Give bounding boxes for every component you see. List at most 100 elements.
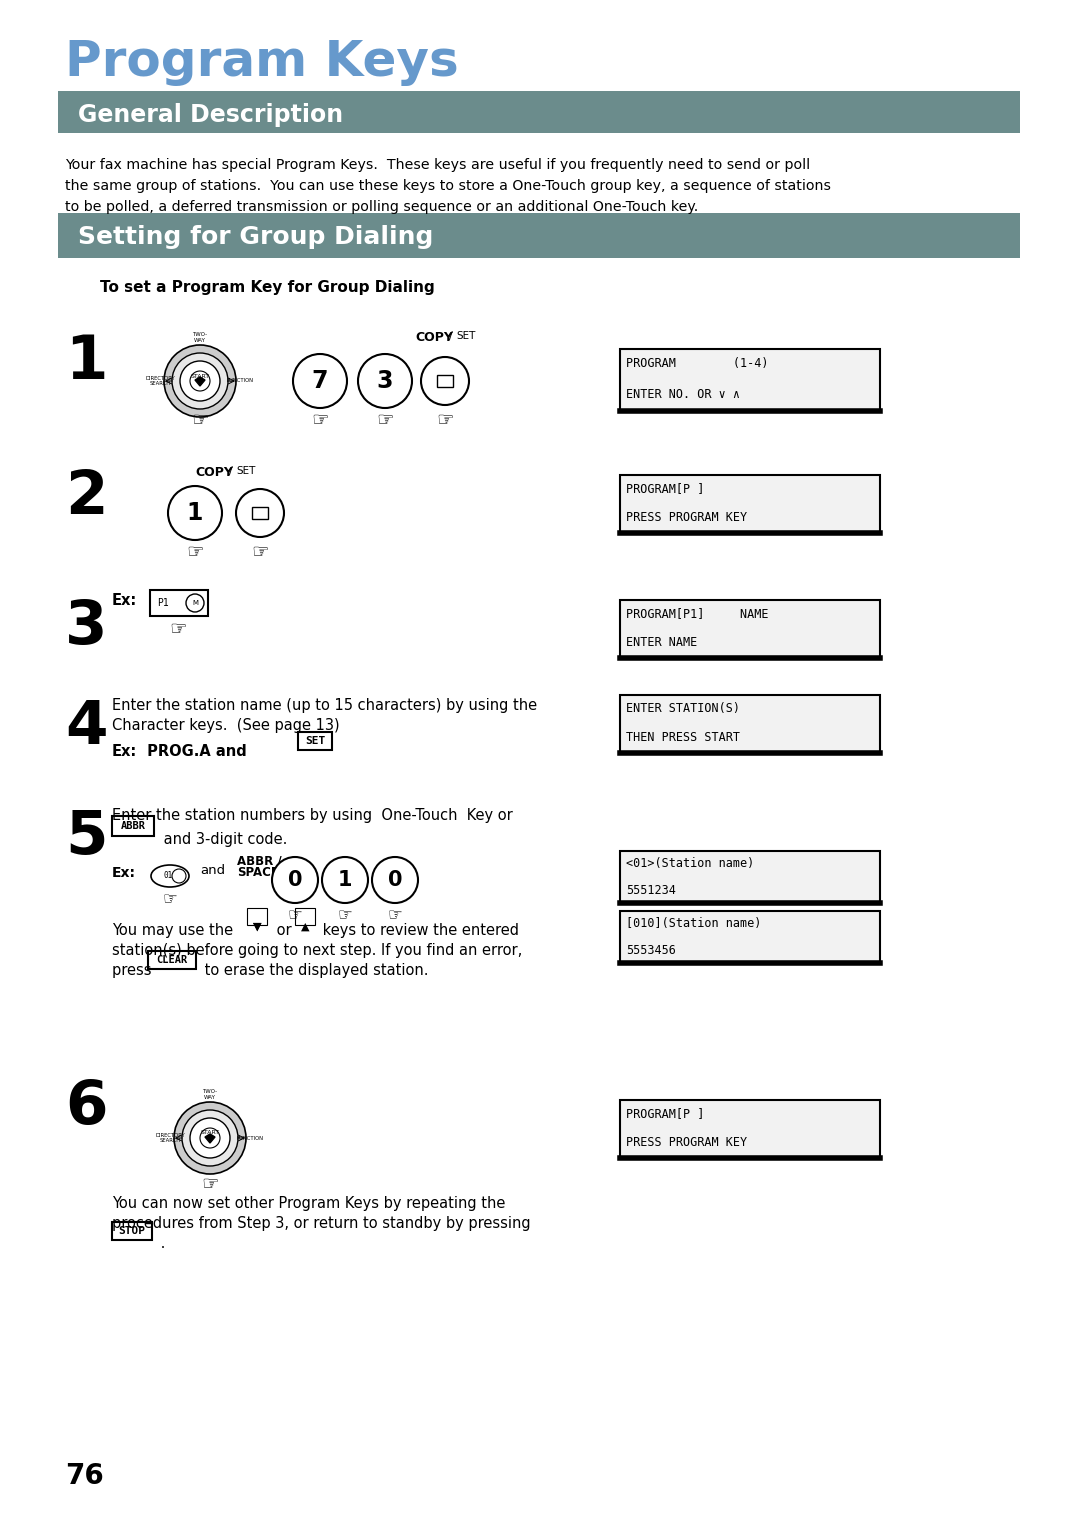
Text: ☞: ☞ — [287, 906, 302, 924]
Text: press: press — [112, 963, 157, 978]
Circle shape — [237, 489, 284, 536]
Text: keys to review the entered: keys to review the entered — [318, 923, 519, 938]
Text: Ex:: Ex: — [112, 744, 137, 759]
Text: procedures from Step 3, or return to standby by pressing: procedures from Step 3, or return to sta… — [112, 1216, 530, 1232]
Polygon shape — [195, 377, 205, 387]
Text: the same group of stations.  You can use these keys to store a One-Touch group k: the same group of stations. You can use … — [65, 179, 831, 193]
Text: THEN PRESS START: THEN PRESS START — [626, 732, 740, 744]
Circle shape — [272, 857, 318, 903]
Text: Ex:: Ex: — [112, 593, 137, 608]
Text: station(s) before going to next step. If you find an error,: station(s) before going to next step. If… — [112, 943, 523, 958]
Text: ☞: ☞ — [252, 542, 269, 562]
Circle shape — [200, 1128, 220, 1148]
Text: You can now set other Program Keys by repeating the: You can now set other Program Keys by re… — [112, 1196, 505, 1212]
Circle shape — [190, 1118, 230, 1158]
Text: DIRECTORY
SEARCH: DIRECTORY SEARCH — [145, 376, 175, 387]
Circle shape — [172, 353, 228, 410]
Text: P1: P1 — [157, 597, 168, 608]
Text: 7: 7 — [312, 368, 328, 393]
Text: 1: 1 — [187, 501, 203, 526]
Bar — [298, 732, 332, 750]
Text: ☞: ☞ — [170, 620, 187, 639]
Bar — [620, 695, 880, 753]
Text: SET: SET — [305, 736, 325, 746]
Text: General Description: General Description — [78, 102, 343, 127]
Circle shape — [168, 486, 222, 539]
Text: COPY: COPY — [195, 466, 233, 478]
Bar — [437, 374, 453, 387]
Text: PROG.A and: PROG.A and — [141, 744, 252, 759]
Bar — [620, 851, 880, 903]
Bar — [620, 1100, 880, 1158]
Bar — [58, 92, 1020, 133]
Text: FUNCTION: FUNCTION — [227, 379, 254, 384]
Text: M: M — [192, 601, 198, 607]
Text: ▼: ▼ — [253, 921, 261, 932]
Text: ABBR /: ABBR / — [237, 854, 282, 866]
Text: SPACE: SPACE — [237, 866, 279, 879]
Text: DIRECTORY
SEARCH: DIRECTORY SEARCH — [156, 1132, 185, 1143]
Bar — [58, 212, 1020, 258]
Text: Program Keys: Program Keys — [65, 38, 459, 86]
Polygon shape — [205, 1134, 215, 1143]
Circle shape — [322, 857, 368, 903]
Text: 01: 01 — [164, 871, 173, 880]
Text: START: START — [201, 1131, 219, 1135]
Text: 3: 3 — [65, 597, 108, 657]
Text: ☞: ☞ — [163, 889, 177, 908]
Text: 3: 3 — [377, 368, 393, 393]
Text: Setting for Group Dialing: Setting for Group Dialing — [78, 225, 433, 249]
Circle shape — [357, 354, 411, 408]
Text: 1: 1 — [338, 869, 352, 889]
Text: to be polled, a deferred transmission or polling sequence or an additional One-T: to be polled, a deferred transmission or… — [65, 200, 699, 214]
Text: ▲: ▲ — [300, 921, 309, 932]
Text: PROGRAM[P ]: PROGRAM[P ] — [626, 1108, 704, 1120]
Text: FUNCTION: FUNCTION — [237, 1135, 264, 1140]
Text: ▼: ▼ — [253, 921, 261, 932]
Text: 76: 76 — [65, 1462, 104, 1490]
Text: 1: 1 — [65, 333, 108, 393]
Text: PROGRAM        (1-4): PROGRAM (1-4) — [626, 356, 769, 370]
Text: PRESS PROGRAM KEY: PRESS PROGRAM KEY — [626, 512, 747, 524]
Bar — [620, 475, 880, 533]
Text: Enter the station numbers by using  One-Touch  Key or: Enter the station numbers by using One-T… — [112, 808, 513, 824]
Text: ABBR: ABBR — [121, 821, 146, 831]
Text: .: . — [156, 1236, 165, 1251]
Bar — [295, 908, 315, 924]
Text: TWO-
WAY: TWO- WAY — [202, 1089, 217, 1100]
Bar — [253, 507, 268, 520]
Text: PROGRAM[P1]     NAME: PROGRAM[P1] NAME — [626, 607, 769, 620]
Text: SET: SET — [237, 466, 255, 477]
Text: COPY: COPY — [415, 332, 453, 344]
Text: /: / — [229, 466, 233, 477]
Text: CLEAR: CLEAR — [157, 955, 188, 966]
Bar — [620, 601, 880, 659]
Circle shape — [180, 361, 220, 400]
Text: ☞: ☞ — [436, 411, 454, 429]
Text: Character keys.  (See page 13): Character keys. (See page 13) — [112, 718, 339, 733]
Text: ☞: ☞ — [201, 1175, 219, 1193]
Text: SET: SET — [456, 332, 475, 341]
Text: [010](Station name): [010](Station name) — [626, 917, 761, 931]
Ellipse shape — [151, 865, 189, 886]
Text: ☞: ☞ — [191, 411, 208, 429]
Text: Your fax machine has special Program Keys.  These keys are useful if you frequen: Your fax machine has special Program Key… — [65, 157, 810, 173]
Text: 2: 2 — [65, 468, 108, 527]
Circle shape — [186, 594, 204, 613]
Bar — [112, 1222, 152, 1241]
Text: PRESS PROGRAM KEY: PRESS PROGRAM KEY — [626, 1137, 747, 1149]
Text: and: and — [200, 863, 225, 877]
Circle shape — [293, 354, 347, 408]
Bar — [148, 950, 195, 969]
Bar — [112, 816, 154, 836]
Text: 5551234: 5551234 — [626, 883, 676, 897]
Text: and 3-digit code.: and 3-digit code. — [159, 833, 287, 847]
Circle shape — [164, 345, 237, 417]
Text: STOP: STOP — [119, 1225, 146, 1236]
Text: or: or — [272, 923, 296, 938]
Text: ENTER STATION(S): ENTER STATION(S) — [626, 703, 740, 715]
Bar — [247, 908, 267, 924]
Circle shape — [172, 869, 186, 883]
Text: 4: 4 — [65, 698, 108, 756]
Text: 6: 6 — [65, 1077, 108, 1137]
